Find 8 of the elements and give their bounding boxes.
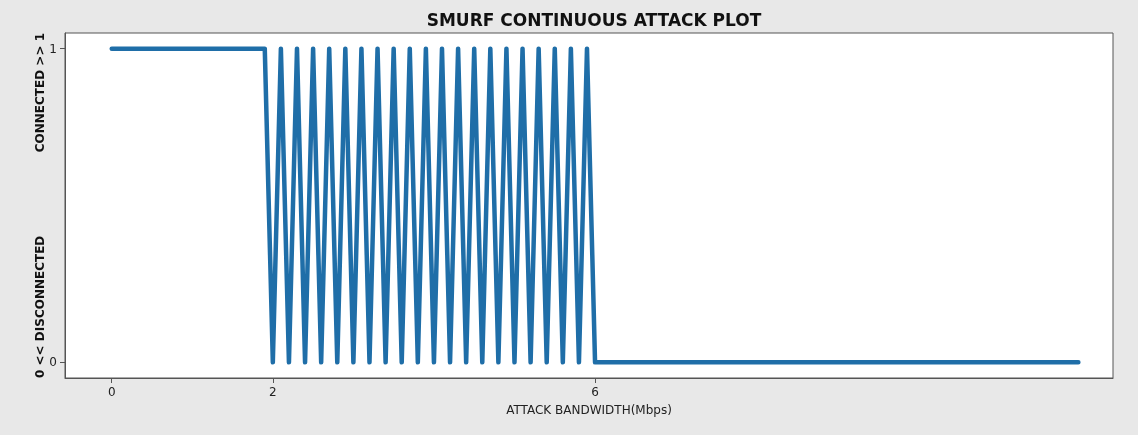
x-tick-label: 6 bbox=[591, 385, 599, 399]
chart-title: SMURF CONTINUOUS ATTACK PLOT bbox=[426, 9, 762, 30]
y-tick-label: 1 bbox=[49, 41, 57, 56]
x-tick-label: 0 bbox=[107, 385, 116, 399]
x-axis-title: ATTACK BANDWIDTH(Mbps) bbox=[506, 403, 672, 417]
text: CONNECTED >> 1 bbox=[33, 33, 47, 153]
x-tick-label: 2 bbox=[269, 385, 277, 399]
text: 0 << DISCONNECTED bbox=[33, 235, 47, 378]
